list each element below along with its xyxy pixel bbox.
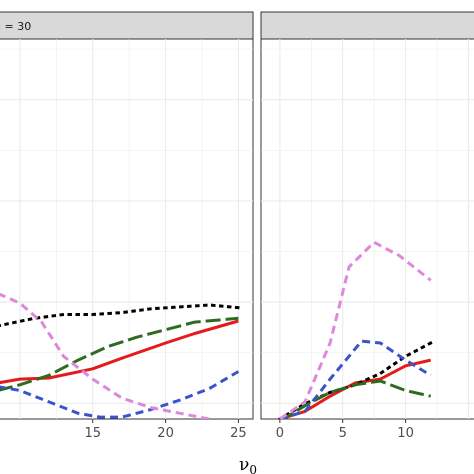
x-ticks-right: 0 5 10 [276,419,414,441]
series-line-dotted-1 [0,303,241,328]
x-tick-label: 10 [397,426,414,441]
series-line-solid-0 [0,319,239,385]
facet-panel-right: 0 5 10 [260,11,474,441]
series-right [277,240,433,419]
x-axis-title-main: ν [239,455,249,474]
strip-background-right [260,11,474,40]
series-line-dashed-4 [0,292,216,419]
strip-label-left: l = 30 [0,20,31,33]
series-line-longdash-2 [0,316,239,392]
series-line-dashed-4 [279,240,432,419]
plot-background-right [260,38,474,420]
x-tick-label: 0 [276,426,284,441]
x-tick-label: 25 [230,426,247,441]
x-tick-label: 5 [339,426,347,441]
x-tick-label: 20 [157,426,174,441]
series-line-longdash-2 [280,379,432,419]
grid-left [0,39,253,419]
facet-panel-left: l = 30 15 20 25 [0,11,254,441]
x-ticks-left: 15 20 25 [84,419,247,441]
series-line-dashed-3 [0,370,240,419]
plot-background-left [0,38,254,420]
grid-right [261,39,474,419]
x-axis-title: ν0 [239,455,257,474]
strip-background-left [0,11,254,40]
series-line-dashed-3 [279,339,432,419]
x-tick-label: 15 [84,426,101,441]
series-left [0,292,241,419]
x-axis-title-subscript: 0 [249,463,257,474]
